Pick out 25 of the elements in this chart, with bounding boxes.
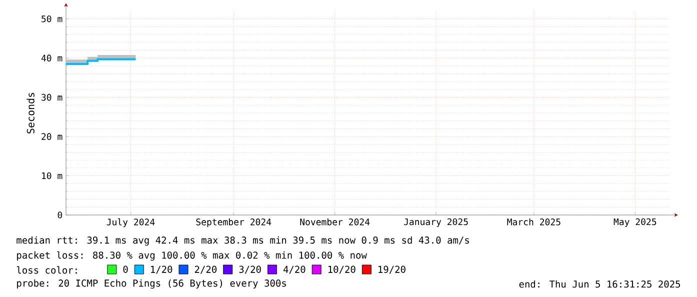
legend-label: 3/20 [239, 266, 261, 274]
x-tick-label: May 2025 [614, 218, 656, 227]
legend-label: 10/20 [328, 266, 356, 274]
y-tick-label: 30 m [42, 94, 62, 101]
legend-title: loss color: [16, 266, 77, 274]
y-tick-label: 0 [58, 212, 62, 218]
y-axis-title: Seconds [26, 92, 34, 134]
text: packet loss: 88.30 % avg 100.00 % max 0.02 % min 100.00 % now [17, 251, 367, 261]
y-tick-label: 50 m [42, 15, 62, 22]
legend-label: 1/20 [151, 266, 172, 274]
y-tick-label: 20 m [42, 133, 62, 140]
legend-label: 0 [123, 266, 128, 273]
legend-label: 2/20 [194, 266, 217, 274]
x-tick-label: March 2025 [507, 218, 560, 226]
text: probe: 20 ICMP Echo Pings (56 Bytes) every 300s [17, 279, 286, 289]
text: median rtt: 39.1 ms avg 42.4 ms max 38.3 ms min 39.5 ms now 0.9 ms sd 43.0 am/s [16, 236, 469, 246]
x-tick-label: January 2025 [404, 218, 468, 227]
y-tick-label: 40 m [41, 54, 62, 62]
y-tick-label: 10 m [42, 172, 62, 180]
x-tick-label: November 2024 [300, 218, 370, 226]
text: end: Thu Jun 5 16:31:25 2025 [519, 280, 680, 288]
legend-label: 19/20 [378, 266, 406, 274]
x-tick-label: July 2024 [106, 218, 155, 228]
legend-label: 4/20 [283, 266, 306, 274]
x-tick-label: September 2024 [196, 218, 272, 228]
